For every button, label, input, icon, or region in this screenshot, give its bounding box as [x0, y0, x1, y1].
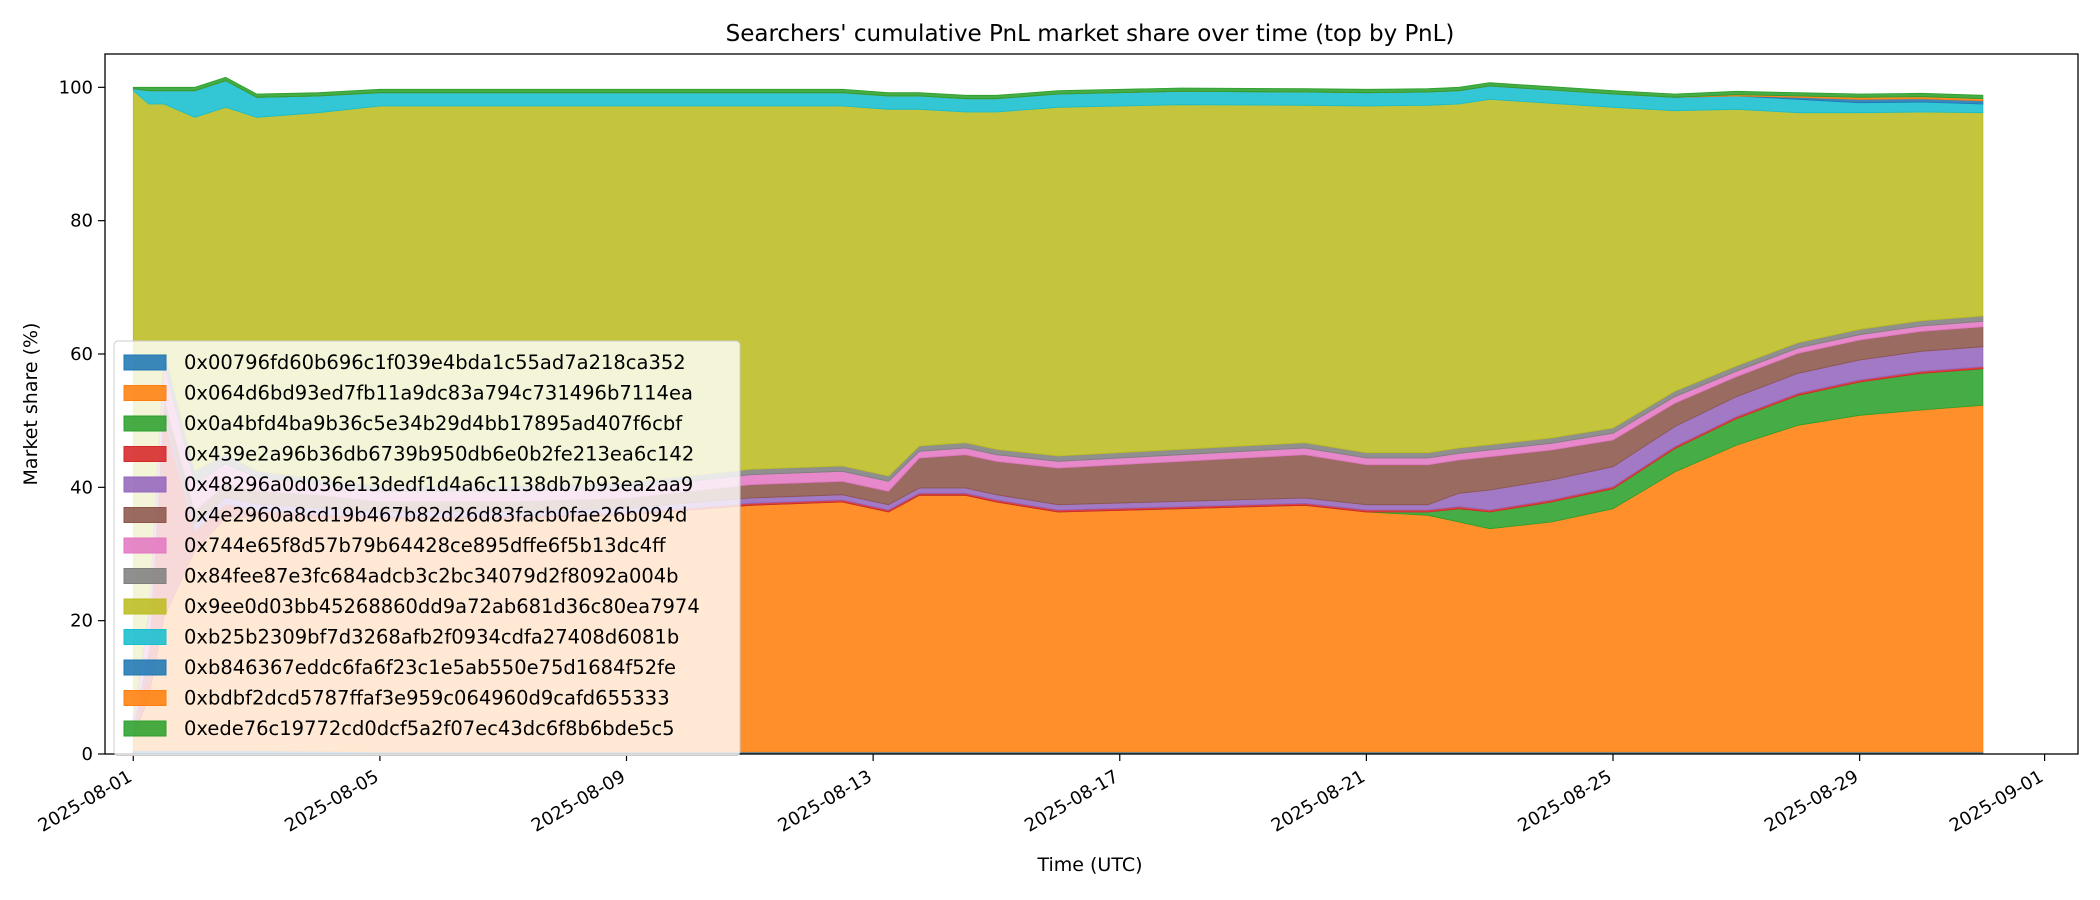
legend-label: 0x9ee0d03bb45268860dd9a72ab681d36c80ea79…	[184, 595, 700, 618]
legend-swatch	[123, 629, 167, 645]
y-tick-label: 80	[70, 211, 93, 232]
legend-label: 0x48296a0d036e13dedf1d4a6c1138db7b93ea2a…	[184, 473, 693, 496]
legend-swatch	[123, 720, 167, 737]
legend-swatch	[123, 537, 167, 554]
x-tick-label: 2025-08-29	[1761, 766, 1862, 836]
legend-swatch	[123, 598, 167, 615]
legend-swatch	[123, 507, 167, 523]
y-tick-label: 0	[82, 744, 93, 765]
legend-label: 0x84fee87e3fc684adcb3c2bc34079d2f8092a00…	[184, 565, 679, 588]
legend-label: 0xede76c19772cd0dcf5a2f07ec43dc6f8b6bde5…	[184, 717, 675, 740]
legend-frame	[113, 340, 741, 756]
y-axis-title: Market share (%)	[20, 323, 42, 486]
y-tick-label: 60	[70, 344, 93, 365]
x-axis-title: Time (UTC)	[1036, 854, 1142, 876]
plot-frame	[104, 53, 2079, 755]
legend-label: 0xb25b2309bf7d3268afb2f0934cdfa27408d608…	[184, 626, 679, 649]
legend-label: 0xbdbf2dcd5787ffaf3e959c064960d9cafd6553…	[184, 687, 670, 710]
legend-swatch	[123, 568, 167, 584]
legend-swatch	[123, 354, 167, 371]
legend-label: 0x0a4bfd4ba9b36c5e34b29d4bb17895ad407f6c…	[184, 412, 683, 435]
x-tick-label: 2025-08-01	[35, 766, 136, 836]
legend-swatch	[123, 659, 167, 676]
legend-label: 0x439e2a96b36db6739b950db6e0b2fe213ea6c1…	[184, 443, 694, 466]
legend-swatch	[123, 385, 167, 401]
x-tick-label: 2025-08-21	[1268, 766, 1369, 836]
x-axis: 2025-08-01 2025-08-05 2025-08-09 2025-08-13…	[35, 754, 2047, 837]
x-tick-label: 2025-08-09	[528, 766, 629, 836]
legend-swatch	[123, 476, 167, 493]
y-axis: 0 20 40 60 80 100	[59, 77, 105, 765]
y-tick-label: 20	[70, 611, 93, 632]
x-tick-label: 2025-08-13	[775, 766, 876, 836]
x-tick-label: 2025-08-25	[1514, 766, 1615, 836]
legend-swatch	[123, 690, 167, 706]
legend-swatch	[123, 415, 167, 432]
legend-label: 0x4e2960a8cd19b467b82d26d83facb0fae26b09…	[184, 504, 687, 527]
area-series-13	[132, 76, 1984, 100]
legend-label: 0xb846367eddc6fa6f23c1e5ab550e75d1684f52…	[184, 656, 676, 679]
x-tick-label: 2025-09-01	[1946, 766, 2047, 836]
legend-swatch	[123, 446, 167, 462]
legend-label: 0x064d6bd93ed7fb11a9dc83a794c731496b7114…	[184, 382, 693, 405]
legend-label: 0x744e65f8d57b79b64428ce895dffe6f5b13dc4…	[184, 534, 666, 557]
y-tick-label: 100	[59, 77, 93, 98]
legend-label: 0x00796fd60b696c1f039e4bda1c55ad7a218ca3…	[184, 351, 686, 374]
chart-title: Searchers' cumulative PnL market share o…	[726, 21, 1455, 47]
legend: 0x00796fd60b696c1f039e4bda1c55ad7a218ca3…	[113, 340, 741, 756]
x-tick-label: 2025-08-17	[1021, 766, 1122, 836]
x-tick-label: 2025-08-05	[281, 766, 382, 836]
y-tick-label: 40	[70, 477, 93, 498]
